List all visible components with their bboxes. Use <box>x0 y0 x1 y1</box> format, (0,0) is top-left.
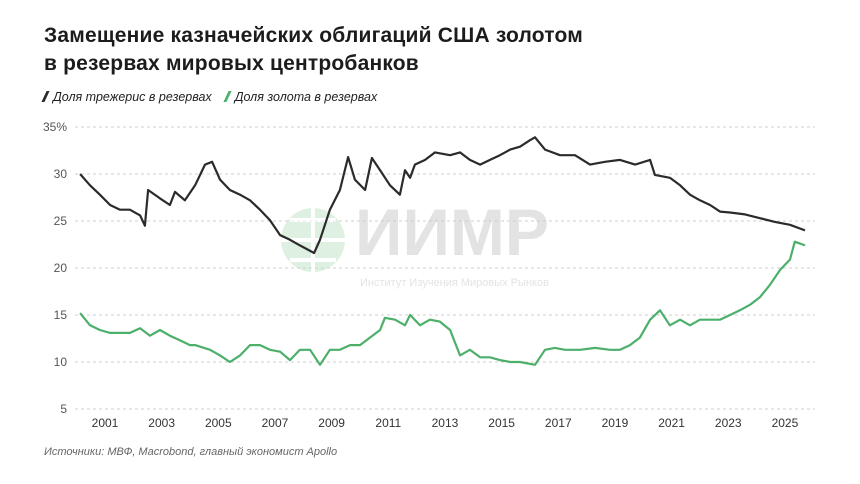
x-tick-label: 2023 <box>715 416 742 430</box>
x-tick-label: 2015 <box>488 416 515 430</box>
x-tick-label: 2025 <box>772 416 799 430</box>
y-tick-label: 5 <box>60 402 67 416</box>
legend-item-treasuries: Доля трежерис в резервах <box>41 90 212 104</box>
x-tick-label: 2007 <box>262 416 289 430</box>
y-tick-label: 20 <box>54 261 68 275</box>
title-line-2: в резервах мировых центробанков <box>44 52 419 75</box>
watermark-subtitle: Институт Изучения Мировых Рынков <box>360 277 549 289</box>
title-line-1: Замещение казначейских облигаций США зол… <box>44 24 583 47</box>
y-tick-label: 25 <box>54 214 68 228</box>
series-line-gold <box>79 240 806 366</box>
watermark: ИИМР Институт Изучения Мировых Рынков <box>281 195 549 289</box>
y-tick-label: 35% <box>43 120 67 134</box>
y-tick-label: 30 <box>54 167 68 181</box>
legend-label: Доля золота в резервах <box>234 90 378 104</box>
legend-item-gold: Доля золота в резервах <box>223 90 378 104</box>
series-line-treasuries <box>79 136 806 255</box>
legend-label: Доля трежерис в резервах <box>53 90 212 104</box>
x-tick-label: 2003 <box>148 416 175 430</box>
watermark-logo-text: ИИМР <box>355 195 549 269</box>
chart-title: Замещение казначейских облигаций США зол… <box>44 22 583 78</box>
x-tick-label: 2001 <box>92 416 119 430</box>
x-tick-label: 2019 <box>602 416 629 430</box>
globe-logo-icon <box>281 208 345 272</box>
x-tick-label: 2011 <box>375 416 401 430</box>
legend: Доля трежерис в резервах Доля золота в р… <box>41 90 378 104</box>
y-tick-label: 15 <box>54 308 68 322</box>
x-tick-label: 2009 <box>318 416 345 430</box>
y-tick-label: 10 <box>54 355 68 369</box>
x-tick-label: 2005 <box>205 416 232 430</box>
x-tick-label: 2017 <box>545 416 572 430</box>
source-note: Источники: МВФ, Macrobond, главный эконо… <box>44 446 338 458</box>
x-tick-label: 2021 <box>658 416 685 430</box>
x-tick-label: 2013 <box>432 416 459 430</box>
